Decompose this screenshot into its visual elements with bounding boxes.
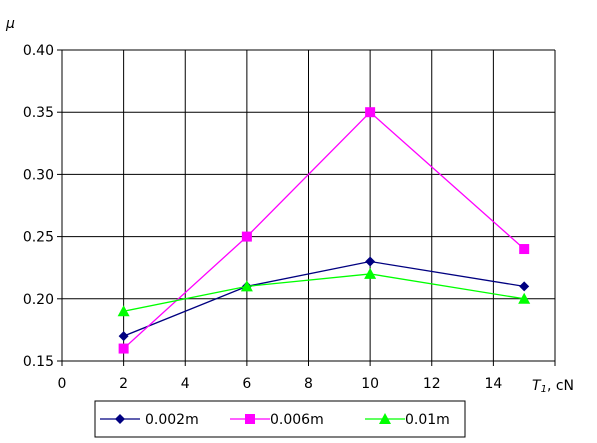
x-tick-label: 14 xyxy=(484,376,502,392)
x-tick-label: 6 xyxy=(242,376,251,392)
grid-lines xyxy=(62,49,556,361)
data-point xyxy=(118,331,129,342)
data-point xyxy=(519,281,530,292)
y-tick-label: 0.35 xyxy=(23,105,54,121)
data-point xyxy=(518,292,531,304)
series-group xyxy=(117,107,531,354)
data-point xyxy=(241,231,252,242)
legend-marker xyxy=(245,414,255,424)
x-tick-label: 10 xyxy=(361,376,379,392)
x-axis-label-unit: , cN xyxy=(547,378,574,394)
data-point xyxy=(240,280,253,292)
x-axis-label-subscript: 1 xyxy=(541,384,547,395)
series-line xyxy=(123,260,525,337)
y-tick-label: 0.30 xyxy=(23,167,54,183)
y-tick-label: 0.40 xyxy=(23,43,54,59)
x-tick-label: 0 xyxy=(58,376,67,392)
legend-marker xyxy=(379,413,391,424)
y-tick-label: 0.25 xyxy=(23,230,54,246)
legend-label: 0.01m xyxy=(405,412,450,428)
data-point xyxy=(117,305,130,317)
x-axis-label: T1, cN xyxy=(532,378,574,395)
series-0.002m xyxy=(118,256,530,342)
x-tick-label: 2 xyxy=(119,376,128,392)
legend-label: 0.006m xyxy=(270,412,324,428)
series-0.01m xyxy=(117,267,531,317)
x-tick-labels: 0 2 4 6 8 10 12 14 xyxy=(58,376,503,392)
data-point xyxy=(364,267,377,279)
series-line xyxy=(123,273,525,312)
series-line xyxy=(123,111,525,350)
x-axis-label-symbol: T xyxy=(532,378,542,394)
data-point xyxy=(365,256,376,267)
y-tick-label: 0.15 xyxy=(23,354,54,370)
data-point xyxy=(365,107,376,118)
legend: 0.002m 0.006m 0.01m xyxy=(94,400,466,438)
data-point xyxy=(519,244,530,255)
series-0.006m xyxy=(118,107,530,354)
legend-label: 0.002m xyxy=(145,412,199,428)
x-tick-label: 8 xyxy=(304,376,313,392)
y-tick-label: 0.20 xyxy=(23,292,54,308)
data-point xyxy=(118,343,129,354)
legend-marker xyxy=(115,414,125,424)
x-tick-label: 4 xyxy=(181,376,190,392)
y-tick-labels: 0.15 0.20 0.25 0.30 0.35 0.40 xyxy=(23,43,54,370)
x-tick-label: 12 xyxy=(423,376,441,392)
axes xyxy=(57,49,556,366)
y-axis-label: μ xyxy=(5,16,15,32)
